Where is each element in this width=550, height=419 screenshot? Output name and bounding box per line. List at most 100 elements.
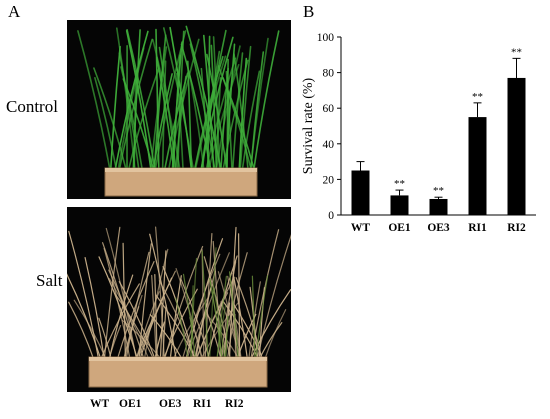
x-tick-label-oe1: OE1 <box>388 222 411 234</box>
salt-dry-leaf <box>113 292 155 360</box>
y-tick-label: 40 <box>323 139 335 151</box>
salt-dry-leaf <box>205 307 222 360</box>
salt-dry-leaf <box>124 294 143 360</box>
control-leaf <box>238 57 248 171</box>
control-leaf <box>158 46 177 171</box>
y-tick-label: 20 <box>323 174 335 186</box>
bar-oe1 <box>390 195 409 215</box>
control-leaf <box>109 45 121 171</box>
salt-dry-leaf <box>98 256 139 360</box>
control-leaf <box>207 35 211 171</box>
control-leaf <box>127 67 160 171</box>
salt-plants-photo <box>67 207 291 392</box>
salt-dry-leaf <box>250 229 280 360</box>
salt-green-leaf <box>175 297 189 360</box>
salt-dry-leaf <box>154 274 158 360</box>
y-tick-label: 100 <box>317 32 335 44</box>
panel-b-letter: B <box>303 2 315 21</box>
control-leaf <box>114 30 149 171</box>
salt-green-leaf <box>209 277 223 360</box>
control-leaf <box>226 58 229 171</box>
y-axis-label: Survival rate (%) <box>301 77 316 174</box>
control-leaf <box>126 29 156 171</box>
genotype-label-oe3: OE3 <box>159 398 182 410</box>
control-leaf <box>77 30 111 171</box>
salt-dry-leaf <box>232 272 248 360</box>
bar-ri2 <box>507 77 526 215</box>
genotype-label-ri2: RI2 <box>225 398 244 410</box>
salt-dry-leaf <box>195 292 229 360</box>
control-leaves <box>77 25 280 171</box>
salt-dry-leaf <box>256 234 291 360</box>
control-leaf <box>207 64 240 171</box>
bar-wt <box>351 170 370 215</box>
salt-dry-leaf <box>235 277 263 360</box>
genotype-labels: WT OE1 OE3 RI1 RI2 <box>90 398 250 416</box>
salt-pot <box>88 356 268 388</box>
bar-oe3 <box>429 198 448 215</box>
control-leaf <box>249 37 269 171</box>
genotype-label-wt: WT <box>90 398 110 410</box>
salt-dry-leaf <box>195 299 209 360</box>
x-tick-label-ri2: RI2 <box>507 222 526 234</box>
y-tick-label: 80 <box>323 68 335 80</box>
y-tick-label: 60 <box>323 103 335 115</box>
salt-dry-leaf <box>100 283 140 360</box>
genotype-label-ri1: RI1 <box>193 398 212 410</box>
control-leaf <box>200 36 234 171</box>
control-leaf <box>239 45 252 171</box>
salt-green-leaf <box>229 271 239 360</box>
control-plants-photo <box>67 20 291 199</box>
x-tick-label-oe3: OE3 <box>427 222 450 234</box>
control-leaf <box>125 30 152 171</box>
salt-dry-leaf <box>143 248 169 360</box>
salt-surviving-leaves <box>175 247 269 360</box>
salt-dry-leaf <box>68 301 95 360</box>
salt-dry-leaf <box>137 270 176 360</box>
panel-a-letter: A <box>8 2 21 21</box>
salt-dry-leaf <box>67 273 102 360</box>
salt-dry-leaf <box>149 233 177 360</box>
control-leaf <box>212 36 221 171</box>
chart-labels: WT ** OE1 ** OE3 ** RI1 ** RI2 <box>351 46 526 234</box>
control-leaf <box>185 25 222 171</box>
salt-dry-leaf <box>250 289 291 360</box>
salt-dry-leaf <box>103 226 121 360</box>
control-leaf <box>171 41 183 171</box>
y-tick-label: 0 <box>328 210 334 222</box>
significance-mark-oe1: ** <box>394 178 405 190</box>
salt-dry-leaf <box>172 297 209 360</box>
salt-dry-leaf <box>190 252 230 360</box>
salt-dry-leaf <box>68 230 100 360</box>
control-pot <box>104 167 258 197</box>
salt-dry-leaf <box>204 311 240 360</box>
control-leaf <box>169 26 193 171</box>
control-leaf <box>210 44 218 171</box>
significance-mark-ri1: ** <box>472 91 483 103</box>
chart-axes: 0 20 40 60 80 100 Survival rate (%) <box>301 32 536 222</box>
significance-mark-oe3: ** <box>433 185 444 197</box>
salt-dry-leaf <box>169 275 182 360</box>
salt-row-label: Salt <box>36 271 63 290</box>
control-leaf <box>93 67 127 171</box>
x-tick-label-wt: WT <box>351 222 371 234</box>
salt-dry-leaf <box>73 299 107 360</box>
chart-bars <box>351 57 526 215</box>
control-leaf <box>241 70 261 171</box>
salt-leaves <box>67 226 291 360</box>
control-leaf <box>225 70 233 171</box>
salt-green-leaf <box>213 287 226 360</box>
salt-green-leaf <box>251 275 256 360</box>
bar-ri1 <box>468 117 487 215</box>
control-leaf <box>231 52 244 171</box>
salt-dry-leaf <box>118 281 156 360</box>
significance-mark-ri2: ** <box>511 46 522 58</box>
salt-green-leaf <box>216 275 227 360</box>
control-leaf <box>153 34 167 171</box>
control-leaf <box>253 30 280 171</box>
x-tick-label-ri1: RI1 <box>468 222 487 234</box>
salt-green-leaf <box>201 250 209 360</box>
control-leaf <box>174 75 187 171</box>
salt-dry-leaf <box>264 309 287 360</box>
control-row-label: Control <box>6 97 58 116</box>
